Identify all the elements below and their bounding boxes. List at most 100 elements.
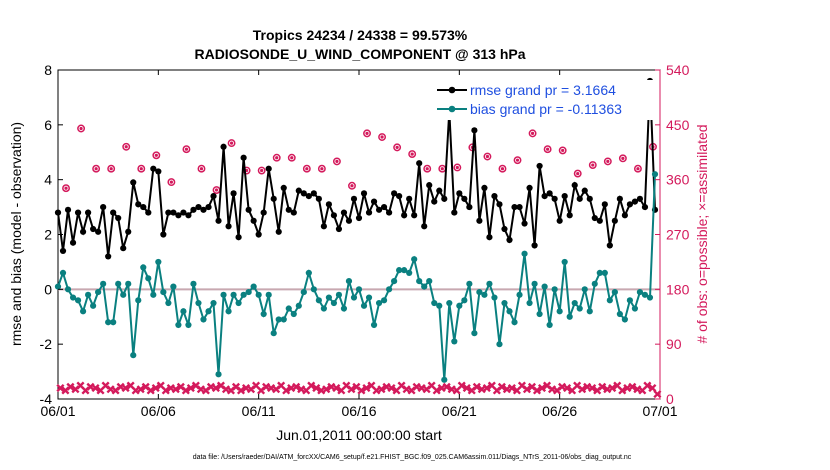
x-tick-label: 06/26 <box>542 403 577 419</box>
rmse-point <box>280 184 287 191</box>
obs-possible-marker <box>408 150 417 159</box>
bias-point <box>64 286 72 293</box>
rmse-point <box>180 209 187 216</box>
obs-possible-marker <box>302 164 311 173</box>
obs-assimilated-marker <box>292 382 301 391</box>
obs-possible-marker-dot <box>455 165 459 170</box>
bias-point <box>386 286 393 293</box>
bias-point <box>481 291 488 298</box>
obs-assimilated-marker <box>643 381 652 390</box>
bias-point <box>235 299 242 307</box>
bias-point <box>416 278 423 285</box>
bias-point <box>310 286 317 293</box>
rmse-point <box>340 209 348 216</box>
obs-assimilated-marker <box>377 385 386 394</box>
bias-point <box>380 297 388 304</box>
obs-possible-marker-dot <box>515 158 520 162</box>
obs-possible-marker <box>558 146 567 155</box>
rmse-point <box>496 201 503 208</box>
bias-point <box>621 316 628 323</box>
obs-possible-marker <box>332 157 341 166</box>
obs-possible-marker-dot <box>124 145 128 149</box>
bias-point <box>581 286 588 293</box>
obs-assimilated-marker <box>347 385 356 394</box>
bias-point <box>401 267 408 274</box>
obs-possible-marker <box>573 169 582 178</box>
obs-possible-marker-dot <box>260 168 264 173</box>
bias-point <box>601 269 608 276</box>
obs-possible-marker-dot <box>79 126 83 131</box>
obs-assimilated-marker <box>628 382 637 391</box>
rmse-point <box>125 228 132 235</box>
x-tick-label: 06/01 <box>40 403 75 419</box>
obs-assimilated-marker <box>482 383 491 393</box>
bias-line <box>57 174 656 380</box>
rmse-point <box>155 168 162 175</box>
obs-possible-marker-dot <box>561 148 565 153</box>
bias-point <box>511 319 518 326</box>
rmse-point <box>416 160 423 167</box>
obs-possible-marker <box>182 145 191 154</box>
bias-point <box>571 299 578 307</box>
bias-point <box>105 319 112 326</box>
obs-possible-marker-dot <box>410 152 414 156</box>
bias-point <box>360 302 368 309</box>
rmse-point <box>541 193 548 200</box>
obs-possible-marker-dot <box>335 159 339 163</box>
obs-assimilated-marker <box>136 385 145 394</box>
obs-possible-marker-dot <box>425 167 429 171</box>
bias-point <box>150 291 157 298</box>
bias-point <box>210 299 217 307</box>
obs-possible-marker <box>393 143 402 152</box>
bias-point <box>160 288 167 296</box>
y-left-tick-label: 4 <box>44 172 52 188</box>
rmse-point <box>145 209 152 216</box>
bias-point <box>496 341 503 348</box>
rmse-point <box>626 201 634 208</box>
rmse-point <box>556 217 563 224</box>
bias-point <box>180 308 187 315</box>
axes-layer: 06/01 06/06 06/11 06/16 06/21 06/26 07/01 -4 -2 0… <box>40 62 690 419</box>
y-axis-right-label: # of obs: o=possible; ×=assimilated <box>694 124 710 343</box>
rmse-point <box>220 143 227 150</box>
bias-point <box>185 321 192 329</box>
bias-point <box>145 275 152 282</box>
bias-point <box>230 291 237 298</box>
rmse-point <box>601 201 608 208</box>
rmse-point <box>401 212 408 219</box>
legend-bias-marker <box>448 105 456 113</box>
rmse-point <box>335 225 343 233</box>
bias-point <box>300 288 307 296</box>
bias-point <box>596 269 603 276</box>
bias-point <box>501 299 508 307</box>
rmse-point <box>436 187 443 194</box>
bias-point <box>531 280 538 287</box>
bias-point <box>436 302 443 309</box>
rmse-point <box>406 195 413 202</box>
y-left-tick-label: -2 <box>40 336 53 352</box>
obs-assimilated-marker <box>578 385 587 394</box>
obs-possible-marker <box>348 181 356 190</box>
rmse-point <box>621 212 628 219</box>
rmse-point <box>300 190 307 197</box>
rmse-point <box>190 206 197 213</box>
bias-point <box>611 288 618 296</box>
bias-point <box>120 291 127 298</box>
rmse-point <box>330 212 338 219</box>
rmse-point <box>611 217 618 224</box>
y-right-tick-label: 450 <box>666 117 690 133</box>
obs-assimilated-marker <box>121 383 130 393</box>
bias-point <box>536 310 543 318</box>
bias-point <box>391 278 398 285</box>
rmse-point <box>135 201 142 208</box>
bias-point <box>285 305 292 312</box>
bias-point <box>456 302 463 309</box>
bias-point <box>636 288 644 296</box>
bias-point <box>345 278 353 285</box>
rmse-point <box>210 193 217 200</box>
bias-point <box>205 308 212 315</box>
rmse-point <box>260 209 267 216</box>
obs-assimilated-marker <box>537 383 547 393</box>
bias-point <box>491 294 498 301</box>
